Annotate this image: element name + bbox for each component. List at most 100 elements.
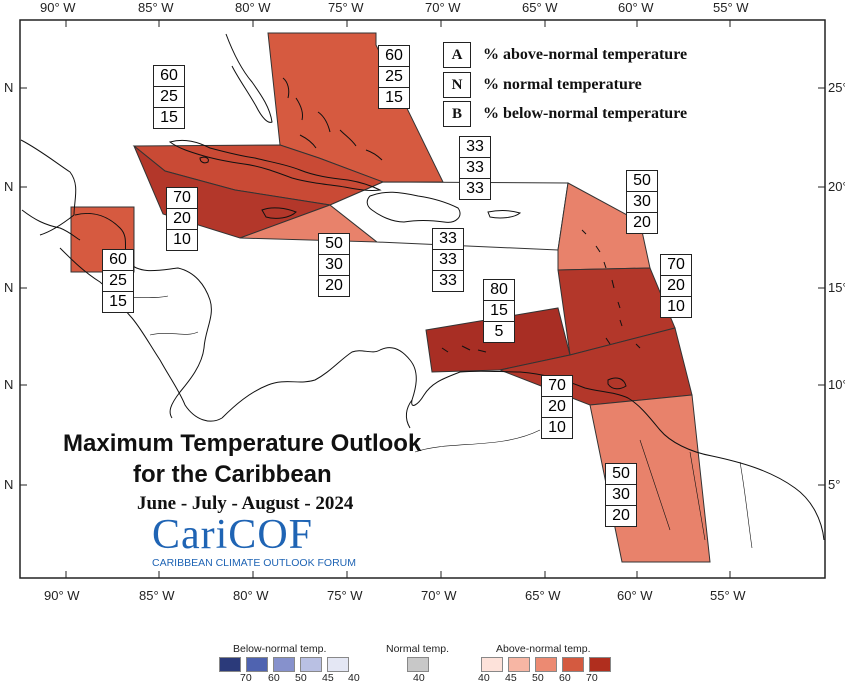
legend-below-value: 45 [322, 672, 334, 684]
prob-below: 20 [633, 214, 651, 231]
key-text: % above-normal temperature [483, 46, 688, 63]
prob-normal: 25 [379, 67, 409, 88]
lat-label-right: 25° [828, 80, 845, 95]
legend-below-value: 40 [348, 672, 360, 684]
legend-normal-caption: Normal temp. [386, 643, 450, 655]
map-title: Maximum Temperature Outlook [63, 430, 422, 457]
prob-box-windward-islands: 70 20 10 [660, 254, 692, 318]
prob-box-abc-islands: 80 15 5 [483, 279, 515, 343]
prob-below: 15 [109, 293, 127, 310]
prob-normal: 30 [627, 192, 657, 213]
lon-label-top: 60° W [618, 0, 654, 15]
prob-box-trinidad: 70 20 10 [541, 375, 573, 439]
prob-below: 5 [494, 323, 504, 340]
prob-above: 60 [379, 46, 409, 67]
legend-normal-value: 40 [413, 672, 425, 684]
prob-box-south-jamaica: 50 30 20 [318, 233, 350, 297]
lon-label-bottom: 55° W [710, 588, 746, 603]
prob-box-guianas: 50 30 20 [605, 463, 637, 527]
key-row-normal: N % normal temperature [443, 72, 642, 98]
prob-above: 70 [661, 255, 691, 276]
key-text: % below-normal temperature [483, 105, 688, 122]
lon-label-bottom: 90° W [44, 588, 80, 603]
legend-below-value: 50 [295, 672, 307, 684]
legend-above-value: 40 [478, 672, 490, 684]
lon-label-top: 90° W [40, 0, 76, 15]
coastlines [20, 33, 825, 549]
lon-label-top: 55° W [713, 0, 749, 15]
prob-normal: 20 [542, 397, 572, 418]
legend-above-value: 60 [559, 672, 571, 684]
lat-label-right: 5° [828, 477, 841, 492]
legend-above-caption: Above-normal temp. [496, 643, 591, 655]
prob-normal: 33 [433, 250, 463, 271]
legend-swatch-normal [407, 657, 429, 672]
prob-above: 50 [627, 171, 657, 192]
legend-swatch-above [589, 657, 611, 672]
map-subtitle: for the Caribbean [133, 461, 332, 488]
lon-label-bottom: 70° W [421, 588, 457, 603]
lon-label-bottom: 80° W [233, 588, 269, 603]
lat-label-left: N [4, 280, 14, 295]
prob-above: 70 [542, 376, 572, 397]
lon-label-top: 75° W [328, 0, 364, 15]
lon-label-top: 65° W [522, 0, 558, 15]
prob-below: 20 [612, 507, 630, 524]
legend-swatch-above [508, 657, 530, 672]
prob-above: 50 [319, 234, 349, 255]
lon-label-top: 85° W [138, 0, 174, 15]
key-row-above: A % above-normal temperature [443, 42, 687, 68]
lat-label-right: 20° [828, 179, 845, 194]
prob-above: 70 [167, 188, 197, 209]
prob-above: 80 [484, 280, 514, 301]
prob-box-bahamas: 60 25 15 [378, 45, 410, 109]
prob-box-jamaica-cayman: 70 20 10 [166, 187, 198, 251]
key-letter: A [443, 42, 471, 68]
prob-below: 15 [385, 89, 403, 106]
legend-below-value: 70 [240, 672, 252, 684]
legend-swatch-above [562, 657, 584, 672]
key-text: % normal temperature [483, 76, 642, 93]
lon-label-top: 80° W [235, 0, 271, 15]
lat-label-left: N [4, 179, 14, 194]
legend-swatch-below [327, 657, 349, 672]
prob-above: 33 [460, 137, 490, 158]
lat-label-right: 10° [828, 377, 845, 392]
prob-normal: 15 [484, 301, 514, 322]
prob-normal: 30 [319, 255, 349, 276]
lat-label-left: N [4, 477, 14, 492]
prob-below: 10 [548, 419, 566, 436]
prob-above: 60 [103, 250, 133, 271]
prob-normal: 20 [661, 276, 691, 297]
legend-below-caption: Below-normal temp. [233, 643, 327, 655]
caricof-logo-subtitle: CARIBBEAN CLIMATE OUTLOOK FORUM [152, 557, 356, 569]
season-label: June - July - August - 2024 [137, 493, 354, 514]
legend-swatch-below [219, 657, 241, 672]
lon-label-bottom: 65° W [525, 588, 561, 603]
prob-above: 50 [606, 464, 636, 485]
prob-box-belize: 60 25 15 [102, 249, 134, 313]
prob-below: 20 [325, 277, 343, 294]
lat-label-right: 15° [828, 280, 845, 295]
lat-label-left: N [4, 377, 14, 392]
prob-normal: 20 [167, 209, 197, 230]
graticule-ticks [20, 20, 825, 578]
prob-box-hispaniola: 33 33 33 [459, 136, 491, 200]
legend-above-value: 50 [532, 672, 544, 684]
lat-label-left: N [4, 80, 14, 95]
legend-swatch-above [535, 657, 557, 672]
prob-normal: 33 [460, 158, 490, 179]
lon-label-bottom: 75° W [327, 588, 363, 603]
prob-below: 15 [160, 109, 178, 126]
legend-above-value: 45 [505, 672, 517, 684]
prob-below: 33 [439, 272, 457, 289]
legend-below-value: 60 [268, 672, 280, 684]
prob-box-puerto-rico: 33 33 33 [432, 228, 464, 292]
legend-swatch-below [273, 657, 295, 672]
prob-box-cuba: 60 25 15 [153, 65, 185, 129]
key-row-below: B % below-normal temperature [443, 101, 687, 127]
legend-above-value: 70 [586, 672, 598, 684]
prob-normal: 25 [103, 271, 133, 292]
prob-below: 33 [466, 180, 484, 197]
